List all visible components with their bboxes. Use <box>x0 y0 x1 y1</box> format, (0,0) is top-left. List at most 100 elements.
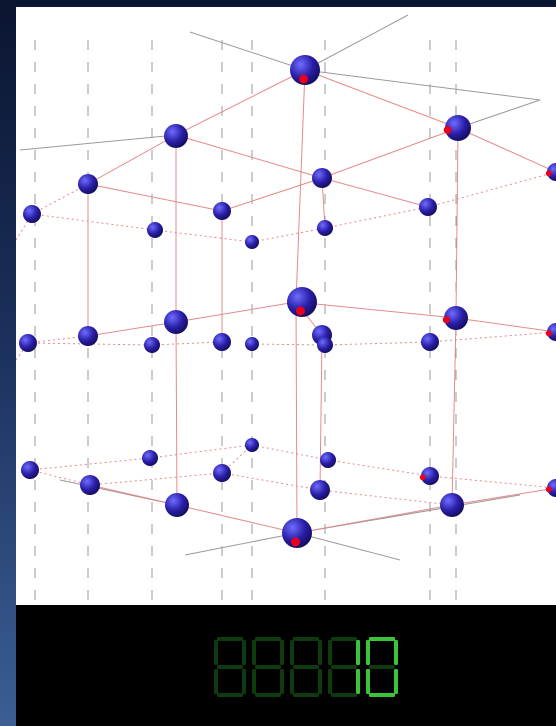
atom-sphere <box>144 337 160 353</box>
atom-sphere <box>440 493 464 517</box>
atom-sphere <box>23 205 41 223</box>
atom-sphere <box>213 202 231 220</box>
bond-line <box>221 177 323 212</box>
segment-lit <box>366 669 370 694</box>
atom-sphere <box>78 174 98 194</box>
atom-marker <box>545 486 552 493</box>
bond-line <box>457 127 556 173</box>
bond-line-dotted <box>319 489 453 506</box>
atom-sphere <box>317 220 333 236</box>
atom-sphere <box>312 168 332 188</box>
crystal-lattice-viewport[interactable] <box>16 7 556 605</box>
atom-sphere <box>165 493 189 517</box>
axis-line <box>184 532 298 556</box>
axis-lines <box>19 14 541 600</box>
segment-lit <box>356 669 360 694</box>
atom-sphere <box>547 479 556 497</box>
bond-line-dotted <box>31 213 156 231</box>
axis-line <box>189 31 306 71</box>
segment-unlit <box>242 669 246 694</box>
bond-line-dotted <box>29 457 151 471</box>
bond-line-dotted <box>29 469 91 486</box>
atom-marker <box>443 126 452 134</box>
bond-line <box>304 69 459 129</box>
segment-unlit <box>293 693 319 697</box>
segment-unlit <box>369 665 395 669</box>
segment-unlit <box>331 693 357 697</box>
segment-unlit <box>214 640 218 665</box>
bond-line <box>295 301 298 534</box>
bond-line-dotted <box>27 335 89 344</box>
atom-sphere <box>317 337 333 353</box>
segment-unlit <box>217 637 243 641</box>
segment-unlit <box>217 665 243 669</box>
bond-line <box>451 487 556 506</box>
axis-line <box>304 14 409 71</box>
atom-sphere <box>547 323 556 341</box>
bond-line <box>321 177 429 208</box>
segment-unlit <box>293 637 319 641</box>
atom-sphere <box>282 518 312 548</box>
axis-line <box>304 69 541 101</box>
atom-sphere <box>245 235 259 249</box>
crystal-lattice-3d[interactable] <box>16 7 556 605</box>
bond-lines <box>16 69 556 534</box>
segment-unlit <box>290 669 294 694</box>
segment-lit <box>366 640 370 665</box>
segment-lit <box>369 693 395 697</box>
bond-line <box>321 127 459 179</box>
segment-unlit <box>290 640 294 665</box>
atom-marker <box>299 74 308 84</box>
atom-sphere <box>78 326 98 346</box>
bond-line <box>295 301 457 319</box>
atom-sphere <box>419 198 437 216</box>
atom-sphere <box>19 334 37 352</box>
atom-marker <box>296 306 305 316</box>
atom-sphere <box>290 55 320 85</box>
bond-line <box>319 334 323 491</box>
bond-line-dotted <box>429 331 556 343</box>
bond-line-dotted <box>327 459 431 477</box>
segment-unlit <box>280 669 284 694</box>
atom-sphere <box>444 306 468 330</box>
bond-line <box>455 317 556 333</box>
bond-line-dotted <box>149 444 253 459</box>
atom-sphere <box>164 124 188 148</box>
seven-segment-counter <box>214 637 398 697</box>
bond-line <box>451 317 457 506</box>
bond-line-dotted <box>16 342 29 361</box>
bond-line-dotted <box>154 229 253 243</box>
segment-unlit <box>217 693 243 697</box>
atom-marker <box>291 537 300 547</box>
axis-line <box>19 134 177 151</box>
atom-marker <box>545 170 552 177</box>
atom-sphere <box>421 467 439 485</box>
atom-sphere <box>245 337 259 351</box>
bond-line <box>176 504 298 534</box>
segment-lit <box>394 669 398 694</box>
atom-sphere <box>421 333 439 351</box>
atom-marker <box>442 316 450 324</box>
control-bar <box>16 605 556 726</box>
atom-marker <box>545 330 552 337</box>
bond-line-dotted <box>27 342 153 346</box>
atom-sphere <box>147 222 163 238</box>
bond-line <box>175 134 323 179</box>
bond-line-dotted <box>427 171 556 208</box>
segment-unlit <box>331 637 357 641</box>
bond-line <box>455 127 459 319</box>
atom-sphere <box>547 163 556 181</box>
segment-unlit <box>255 637 281 641</box>
bond-line <box>87 134 177 185</box>
bond-line <box>175 321 178 506</box>
segment-unlit <box>280 640 284 665</box>
atom-sphere <box>164 310 188 334</box>
bond-line <box>296 504 453 534</box>
bond-line <box>175 69 306 136</box>
segment-unlit <box>252 640 256 665</box>
bond-line-dotted <box>31 183 89 215</box>
bond-line <box>87 183 223 212</box>
segment-unlit <box>331 665 357 669</box>
atom-sphere <box>142 450 158 466</box>
segment-unlit <box>328 669 332 694</box>
